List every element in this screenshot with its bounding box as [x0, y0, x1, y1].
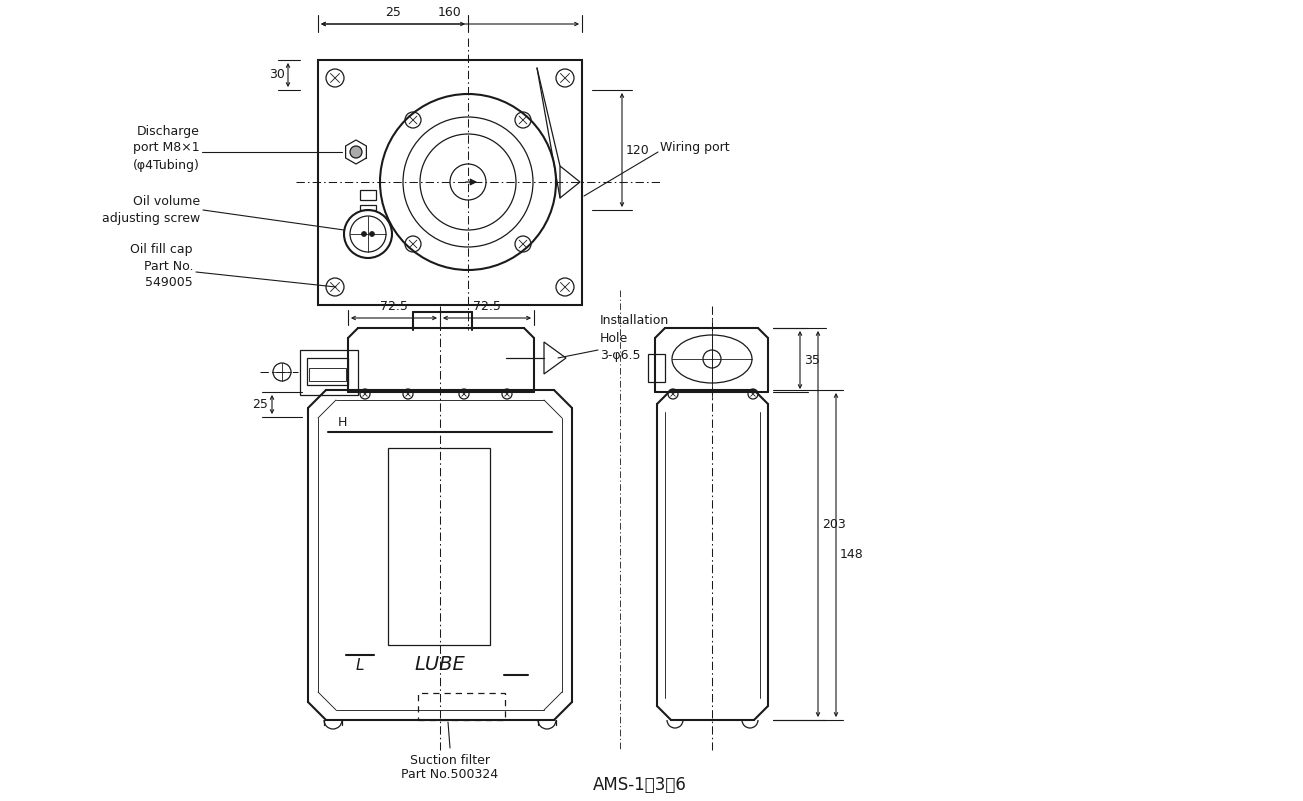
Text: Suction filter: Suction filter — [410, 754, 490, 767]
Text: L: L — [356, 658, 365, 673]
Text: 120: 120 — [625, 143, 650, 156]
Text: AMS-1、3、6: AMS-1、3、6 — [593, 776, 687, 794]
Text: H: H — [337, 416, 348, 429]
Text: Oil fill cap
Part No.
549005: Oil fill cap Part No. 549005 — [130, 243, 193, 289]
Bar — [300, 350, 358, 395]
Bar — [648, 354, 665, 382]
Circle shape — [361, 231, 366, 236]
Text: 25: 25 — [251, 398, 268, 411]
Text: 30: 30 — [270, 69, 285, 82]
Text: Discharge
port M8×1
(φ4Tubing): Discharge port M8×1 (φ4Tubing) — [133, 124, 199, 171]
Text: Installation
Hole
3-φ6.5: Installation Hole 3-φ6.5 — [599, 315, 670, 361]
Text: 25: 25 — [386, 6, 401, 19]
Bar — [418, 693, 506, 720]
Circle shape — [351, 146, 362, 158]
Bar — [360, 205, 377, 210]
Text: 72.5: 72.5 — [380, 300, 408, 313]
Text: Part No.500324: Part No.500324 — [401, 768, 499, 782]
Bar — [308, 358, 348, 385]
Text: 72.5: 72.5 — [473, 300, 500, 313]
Bar — [388, 448, 490, 645]
Text: Wiring port: Wiring port — [661, 142, 730, 155]
Text: Oil volume
adjusting screw: Oil volume adjusting screw — [102, 195, 199, 225]
Text: LUBE: LUBE — [414, 655, 465, 674]
Bar — [318, 60, 582, 305]
Text: 203: 203 — [822, 517, 846, 530]
Text: 148: 148 — [840, 549, 864, 562]
Bar — [309, 368, 347, 381]
Text: 35: 35 — [804, 353, 820, 367]
Text: 160: 160 — [438, 6, 461, 19]
Circle shape — [370, 231, 374, 236]
Bar — [360, 190, 377, 200]
